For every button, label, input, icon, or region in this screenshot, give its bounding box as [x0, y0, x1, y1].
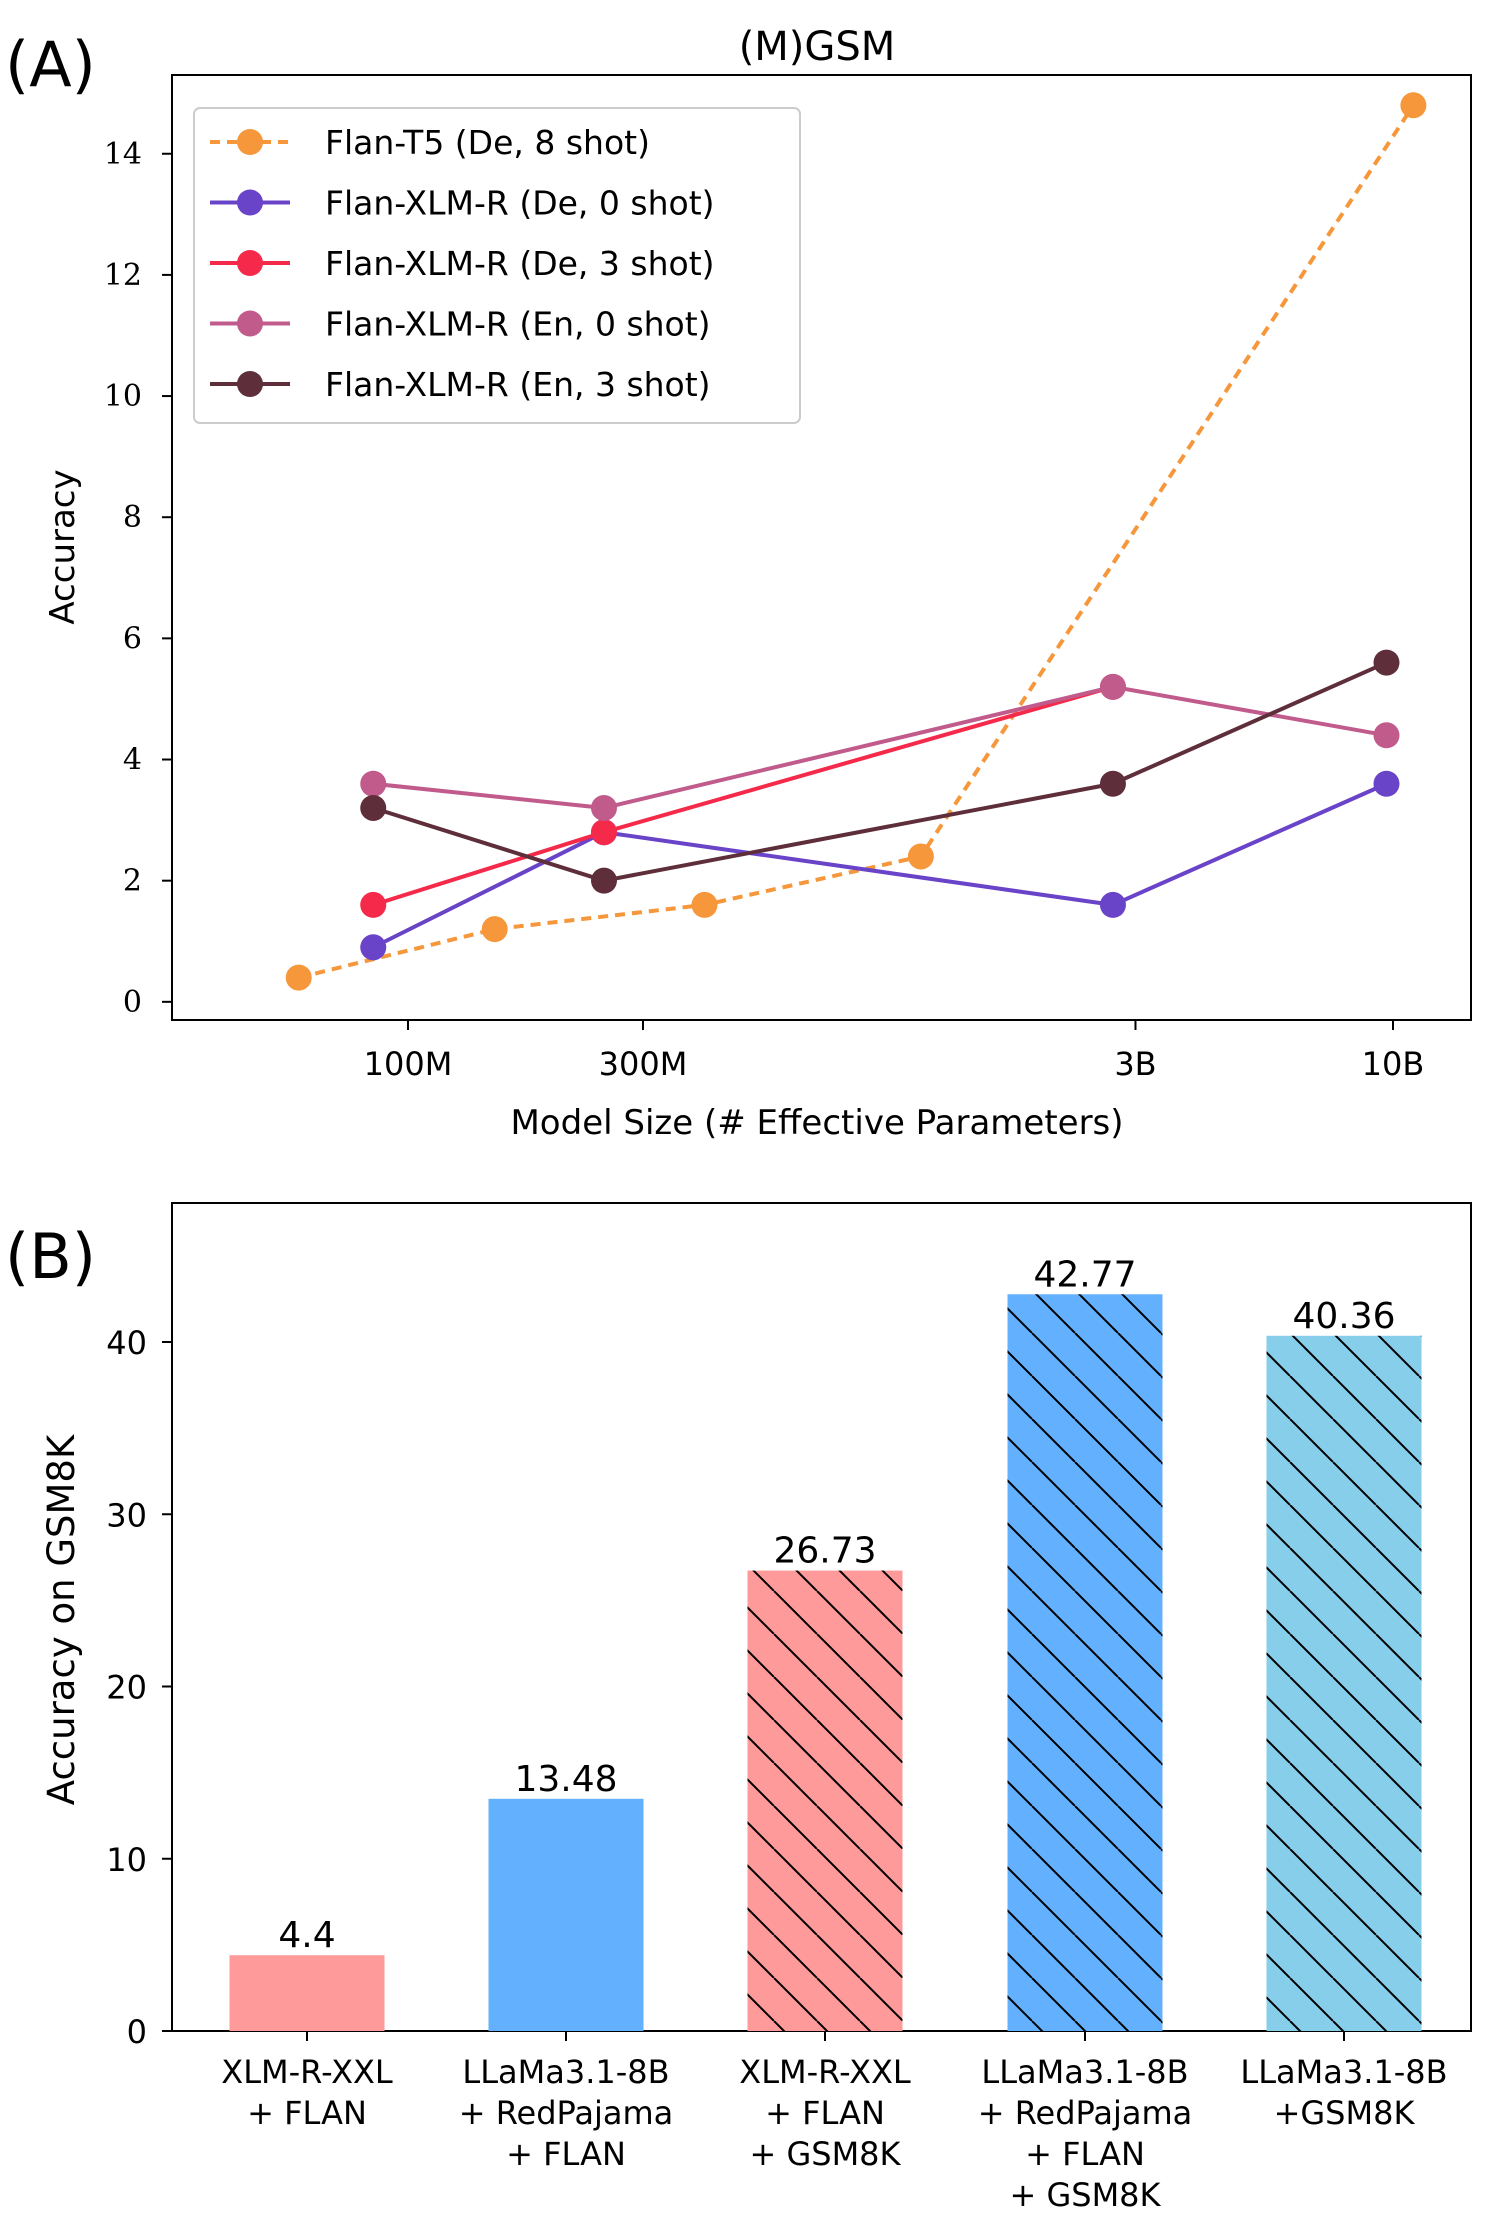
category-label: LLaMa3.1-8B: [981, 2053, 1188, 2091]
data-point: [691, 891, 718, 918]
category-label: + FLAN: [765, 2094, 885, 2132]
legend-label: Flan-T5 (De, 8 shot): [325, 123, 650, 162]
category-label: + FLAN: [1025, 2135, 1145, 2173]
data-point: [360, 934, 387, 961]
x-tick-label: 300M: [599, 1045, 688, 1083]
x-axis-label-a: Model Size (# Effective Parameters): [510, 1103, 1123, 1143]
data-point: [285, 964, 312, 991]
data-point: [1099, 673, 1126, 700]
y-tick-label: 2: [123, 864, 142, 899]
y-tick-label: 0: [123, 985, 142, 1020]
category-label: + RedPajama: [978, 2094, 1193, 2132]
y-tick-label: 6: [123, 621, 142, 656]
data-point: [1099, 891, 1126, 918]
y-tick-label: 10: [106, 1841, 147, 1879]
y-tick-label: 10: [104, 379, 142, 414]
bar-hatch: [1007, 1294, 1163, 2031]
bar-value-label: 4.4: [278, 1915, 335, 1956]
legend-item: Flan-XLM-R (De, 3 shot): [210, 244, 715, 283]
bar-hatch: [747, 1570, 903, 2031]
category-label: XLM-R-XXL: [221, 2053, 393, 2091]
data-point: [360, 770, 387, 797]
data-point: [1400, 92, 1427, 119]
category-label: + RedPajama: [459, 2094, 674, 2132]
legend-label: Flan-XLM-R (En, 0 shot): [325, 305, 711, 344]
bar-value-label: 42.77: [1033, 1254, 1136, 1295]
bar: [488, 1798, 644, 2031]
bar-value-label: 13.48: [514, 1759, 617, 1800]
legend-marker: [237, 129, 263, 155]
series-line: [372, 660, 1388, 883]
data-point: [1099, 770, 1126, 797]
plot-a-frame: [171, 74, 1472, 1021]
legend-marker: [237, 310, 263, 337]
legend-marker: [237, 371, 263, 397]
x-tick-label: 10B: [1362, 1045, 1425, 1083]
data-point: [907, 843, 934, 870]
legend-item: Flan-XLM-R (En, 3 shot): [210, 365, 711, 404]
category-label: + FLAN: [247, 2094, 367, 2132]
data-point: [1373, 770, 1400, 797]
data-point: [360, 794, 387, 821]
data-point: [481, 916, 508, 943]
y-tick-label: 8: [123, 500, 142, 535]
data-point: [590, 819, 617, 846]
legend-item: Flan-XLM-R (De, 0 shot): [210, 184, 715, 223]
data-point: [360, 891, 387, 918]
series-0: [285, 92, 1427, 991]
panel-a-label: (A): [5, 28, 96, 101]
legend-item: Flan-T5 (De, 8 shot): [210, 123, 650, 162]
y-tick-label: 12: [104, 258, 142, 293]
y-axis-label-b: Accuracy on GSM8K: [40, 1433, 83, 1805]
series-line: [373, 684, 1387, 810]
legend-label: Flan-XLM-R (De, 0 shot): [325, 184, 715, 223]
y-axis-label-a: Accuracy: [43, 469, 83, 624]
panel-b-bar-chart: (B) 0 10 20 30 40 4.4 13.48 26.73 42.77 40.36 XL…: [5, 1202, 1472, 2214]
bar: [229, 1955, 385, 2031]
legend-box: [193, 107, 801, 424]
y-tick-label: 4: [123, 743, 142, 778]
y-tick-label: 0: [127, 2013, 147, 2051]
y-tick-label: 30: [106, 1496, 147, 1534]
data-point: [590, 867, 617, 894]
bar-hatch: [1266, 1335, 1422, 2031]
series-4: [360, 649, 1400, 894]
legend-label: Flan-XLM-R (De, 3 shot): [325, 244, 715, 283]
category-label: LLaMa3.1-8B: [1240, 2053, 1447, 2091]
y-tick-label: 14: [104, 137, 142, 172]
y-tick-label: 40: [106, 1324, 147, 1362]
y-tick-label: 20: [106, 1669, 147, 1707]
legend: Flan-T5 (De, 8 shot) Flan-XLM-R (De, 0 sh…: [193, 107, 801, 424]
legend-marker: [237, 189, 263, 216]
category-label: + GSM8K: [1009, 2176, 1161, 2214]
category-label: XLM-R-XXL: [739, 2053, 911, 2091]
category-label: + FLAN: [506, 2135, 626, 2173]
legend-marker: [237, 250, 263, 276]
bar-value-label: 40.36: [1292, 1296, 1395, 1337]
legend-item: Flan-XLM-R (En, 0 shot): [210, 305, 711, 344]
category-label: +GSM8K: [1274, 2094, 1416, 2132]
data-point: [1373, 722, 1400, 749]
category-label: + GSM8K: [749, 2135, 901, 2173]
series-3: [360, 673, 1400, 821]
x-tick-label: 3B: [1114, 1045, 1156, 1083]
bar-value-label: 26.73: [773, 1531, 876, 1572]
x-tick-label: 100M: [364, 1045, 453, 1083]
legend-label: Flan-XLM-R (En, 3 shot): [325, 365, 711, 404]
panel-b-label: (B): [5, 1220, 96, 1293]
chart-a-title: (M)GSM: [739, 24, 896, 70]
data-point: [1373, 649, 1400, 676]
series-line: [372, 781, 1388, 950]
data-point: [590, 794, 617, 821]
panel-a-line-chart: (A) (M)GSM 0 2 4 6 8 10 12 14 100M 300M 3B 10B Acc…: [5, 24, 1472, 1143]
category-label: LLaMa3.1-8B: [462, 2053, 669, 2091]
